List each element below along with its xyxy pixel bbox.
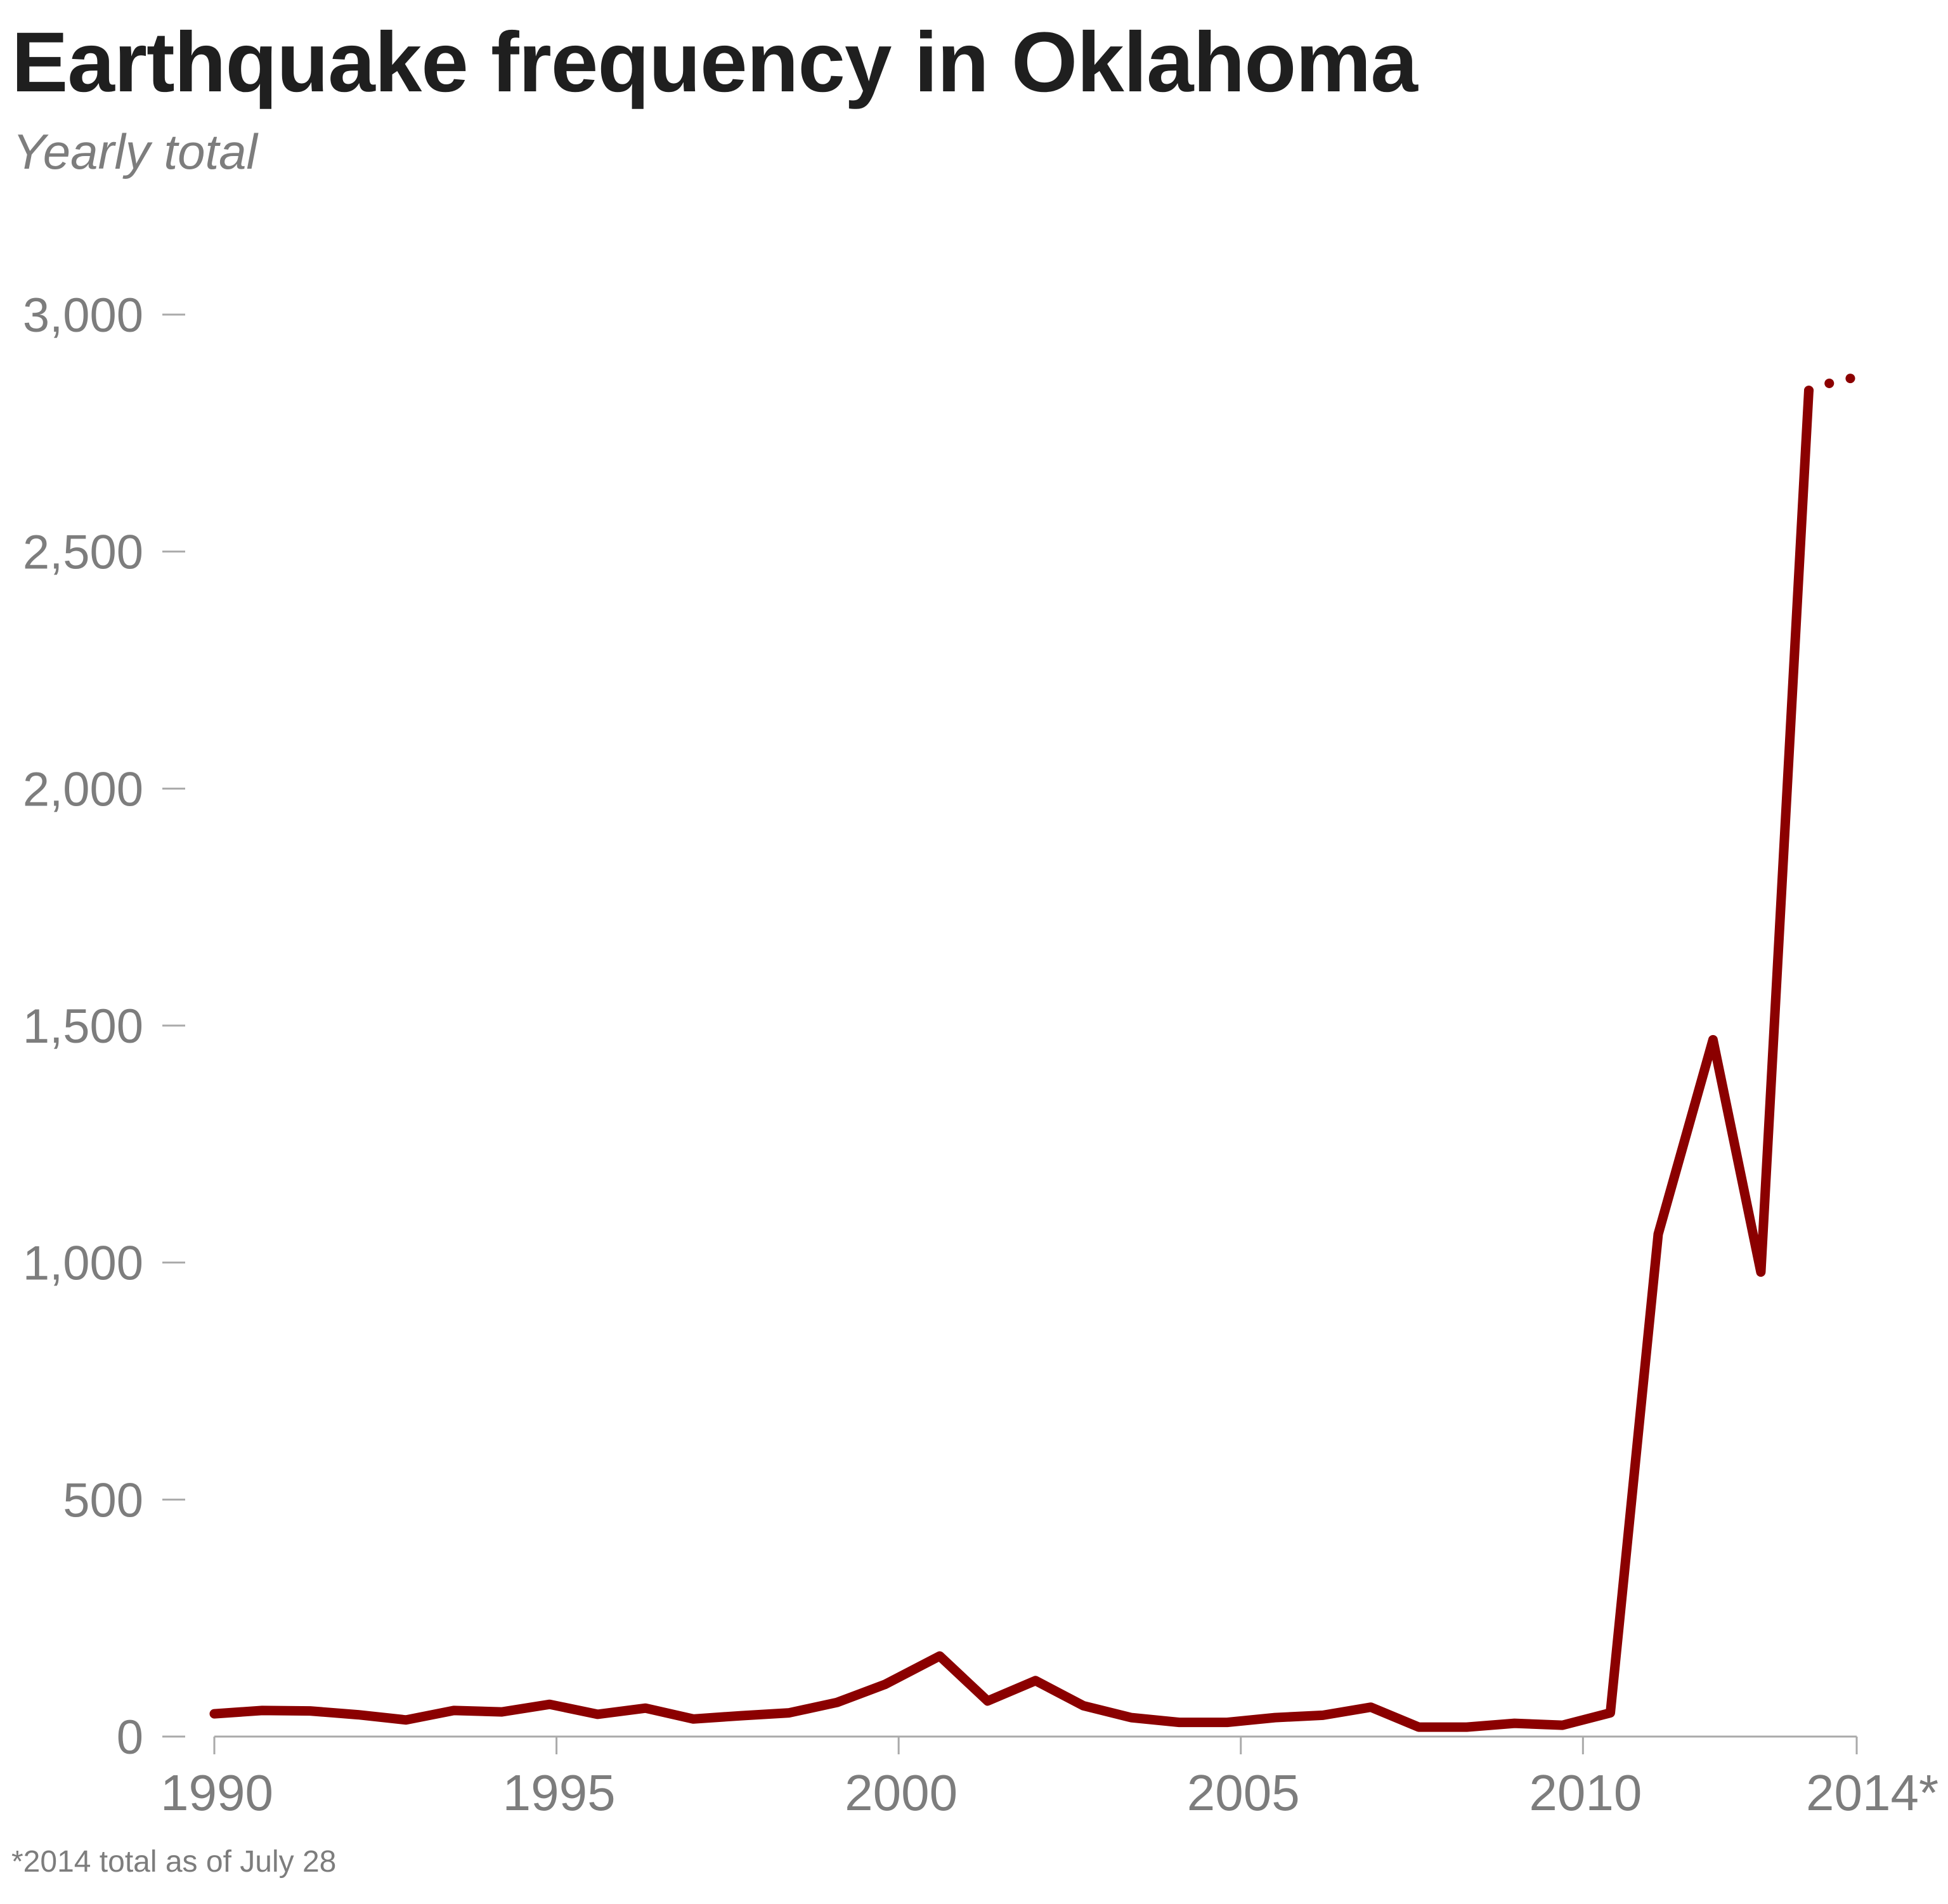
data-point <box>987 1700 988 1702</box>
data-point <box>1466 1726 1467 1728</box>
y-tick-label: 0 <box>117 1711 143 1764</box>
x-tick-label: 2000 <box>845 1764 958 1821</box>
data-point <box>1131 1717 1132 1718</box>
data-point <box>1610 1712 1611 1714</box>
data-point <box>549 1704 550 1705</box>
data-point <box>1035 1680 1036 1681</box>
x-tick-label: 1995 <box>503 1764 616 1821</box>
data-point <box>501 1711 502 1712</box>
data-point <box>1808 390 1809 391</box>
data-point <box>1562 1725 1563 1726</box>
series-line-2014-partial <box>1804 371 1862 396</box>
data-point <box>262 1710 263 1711</box>
data-point <box>789 1712 790 1714</box>
y-tick-label: 3,000 <box>23 289 143 342</box>
data-point <box>645 1707 646 1709</box>
data-point <box>453 1710 455 1711</box>
x-tick-label: 2005 <box>1187 1764 1300 1821</box>
data-point <box>358 1714 359 1716</box>
data-point <box>1370 1707 1372 1708</box>
data-point <box>885 1684 886 1685</box>
data-point <box>1083 1705 1084 1706</box>
series-line-yearly-total <box>209 386 1814 1732</box>
data-point <box>1275 1717 1276 1718</box>
data-point <box>309 1711 311 1712</box>
data-point <box>1658 1234 1659 1235</box>
data-point <box>1849 378 1850 379</box>
data-point <box>939 1655 940 1657</box>
data-point <box>1856 375 1857 377</box>
data-point <box>214 1713 215 1714</box>
y-tick-label: 2,000 <box>23 762 143 816</box>
y-tick-label: 1,000 <box>23 1237 143 1291</box>
data-point <box>1760 1272 1762 1273</box>
chart-subtitle: Yearly total <box>13 124 257 179</box>
y-tick-label: 2,500 <box>23 526 143 580</box>
x-tick-label: 2010 <box>1529 1764 1642 1821</box>
chart-footnote: *2014 total as of July 28 <box>11 1845 337 1879</box>
data-point <box>405 1719 406 1721</box>
x-tick-label: 2014* <box>1806 1764 1938 1821</box>
data-point <box>1829 382 1830 384</box>
data-point <box>1322 1714 1323 1716</box>
chart-title: Earthquake frequency in Oklahoma <box>11 15 1418 110</box>
y-tick-label: 1,500 <box>23 1000 143 1053</box>
data-point <box>1712 1039 1713 1040</box>
x-tick-label: 1990 <box>160 1764 273 1821</box>
data-point <box>692 1718 694 1719</box>
data-point <box>1226 1722 1228 1723</box>
data-point <box>597 1714 598 1715</box>
data-point <box>1514 1723 1515 1724</box>
data-point <box>836 1702 838 1703</box>
data-point <box>1418 1726 1419 1728</box>
data-point <box>741 1715 742 1716</box>
data-point <box>1179 1722 1180 1723</box>
y-tick-label: 500 <box>63 1473 143 1527</box>
